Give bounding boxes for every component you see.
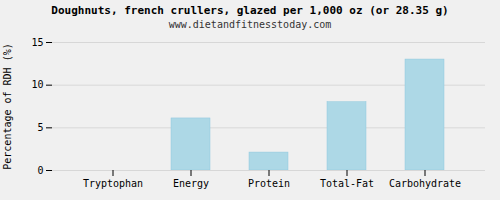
svg-text:Percentage of RDH (%): Percentage of RDH (%) xyxy=(2,43,13,169)
svg-text:Total-Fat: Total-Fat xyxy=(320,178,374,189)
html-text:Doughnuts, french crullers, gl: Doughnuts, french crullers, glazed per 1… xyxy=(51,4,449,17)
svg-text:15: 15 xyxy=(31,37,43,48)
svg-text:Protein: Protein xyxy=(248,178,290,189)
html-text:www.dietandfitnesstoday.com: www.dietandfitnesstoday.com xyxy=(168,19,332,30)
svg-text:5: 5 xyxy=(37,122,43,133)
svg-text:Carbohydrate: Carbohydrate xyxy=(389,178,461,189)
svg-text:10: 10 xyxy=(31,79,43,90)
svg-text:Energy: Energy xyxy=(173,178,209,189)
svg-text:Tryptophan: Tryptophan xyxy=(83,178,143,189)
svg-text:0: 0 xyxy=(37,165,43,176)
